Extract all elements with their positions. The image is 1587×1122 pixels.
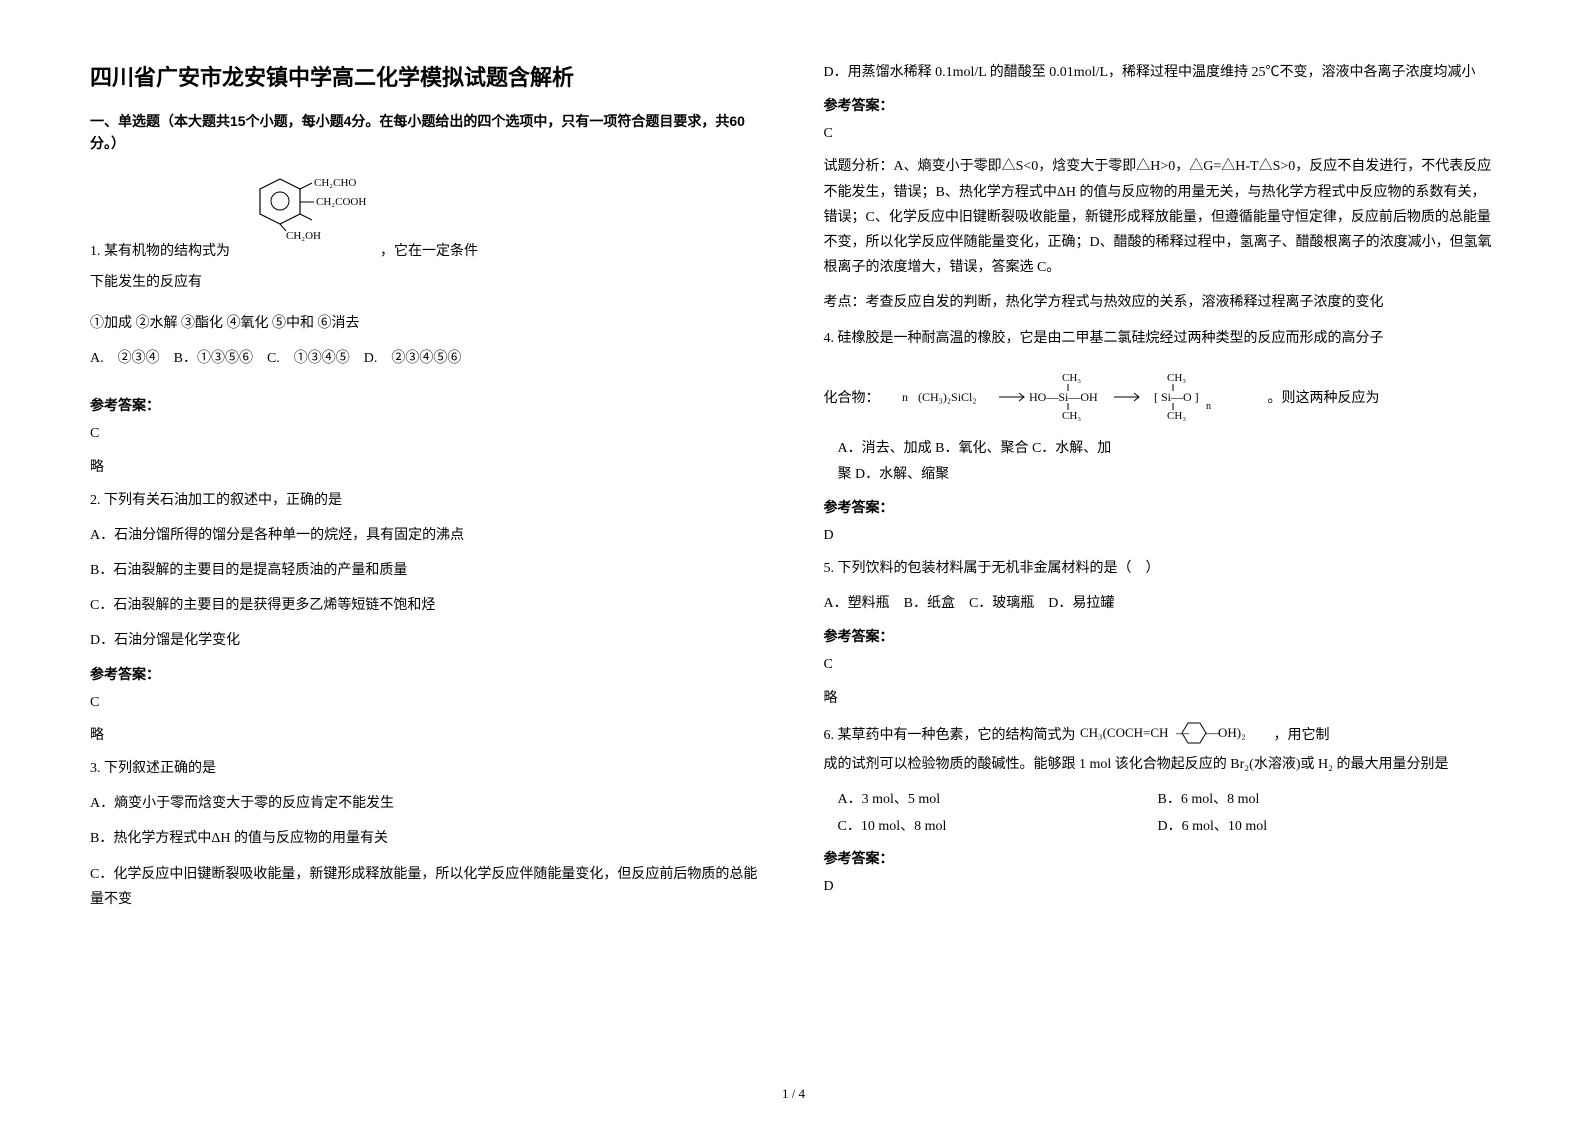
q6-stem-c: 成的试剂可以检验物质的酸碱性。能够跟 1 mol 该化合物起反应的 Br₂(水溶…	[824, 752, 1498, 777]
q1-structure: CH₂CHO CH₂COOH CH₂OH	[230, 169, 380, 264]
question-1: 1. 某有机物的结构式为 CH₂CHO CH₂COOH CH₂OH ，它在一	[90, 169, 764, 480]
q4-structure: n (CH₃)₂SiCl₂ HO—Si—OH CH₃ CH₃ [ Si—	[884, 361, 1264, 436]
answer-heading: 参考答案：	[90, 664, 764, 684]
q3-point: 考点：考查反应自发的判断，热化学方程式与热效应的关系，溶液稀释过程离子浓度的变化	[824, 290, 1498, 315]
q6-opt-a: A．3 mol、5 mol	[838, 787, 1158, 814]
q4-opt-d: D．水解、缩聚	[855, 467, 949, 482]
svg-text:HO—Si—OH: HO—Si—OH	[1029, 390, 1098, 404]
svg-text:CH₂COOH: CH₂COOH	[316, 196, 366, 208]
q5-explain: 略	[824, 686, 1498, 711]
q1-options: A. ②③④ B．①③⑤⑥ C. ①③④⑤ D. ②③④⑤⑥	[90, 346, 764, 371]
q1-answer: C	[90, 421, 764, 446]
q2-explain: 略	[90, 723, 764, 748]
question-2: 2. 下列有关石油加工的叙述中，正确的是 A．石油分馏所得的馏分是各种单一的烷烃…	[90, 488, 764, 748]
question-6: 6. 某草药中有一种色素，它的结构简式为 CH₃(COCH=CH — — OH)…	[824, 719, 1498, 900]
answer-heading: 参考答案：	[90, 395, 764, 415]
svg-text:CH₂OH: CH₂OH	[286, 230, 321, 242]
q3-stem: 3. 下列叙述正确的是	[90, 756, 764, 781]
answer-heading: 参考答案：	[824, 95, 1498, 115]
q2-opt-b: B．石油裂解的主要目的是提高轻质油的产量和质量	[90, 558, 764, 583]
page-number: 1 / 4	[782, 1086, 805, 1102]
svg-text:CH₃: CH₃	[1167, 372, 1186, 384]
q4-opt-c: C．水解、加	[1032, 441, 1111, 456]
q3-opt-a: A．熵变小于零而焓变大于零的反应肯定不能发生	[90, 791, 764, 816]
svg-text:CH₃: CH₃	[1062, 372, 1081, 384]
q6-opt-b: B．6 mol、8 mol	[1158, 787, 1260, 814]
q1-line2: ①加成 ②水解 ③酯化 ④氧化 ⑤中和 ⑥消去	[90, 311, 764, 336]
q4-opt-a: A．消去、加成	[838, 441, 932, 456]
q3-opt-d: D．用蒸馏水稀释 0.1mol/L 的醋酸至 0.01mol/L，稀释过程中温度…	[824, 60, 1498, 85]
q4-stem-c: 。则这两种反应为	[1268, 386, 1380, 411]
q6-stem-b: ，用它制	[1274, 723, 1330, 748]
q2-opt-c: C．石油裂解的主要目的是获得更多乙烯等短链不饱和烃	[90, 593, 764, 618]
q5-answer: C	[824, 652, 1498, 677]
q2-answer: C	[90, 690, 764, 715]
left-column: 四川省广安市龙安镇中学高二化学模拟试题含解析 一、单选题（本大题共15个小题，每…	[90, 60, 764, 1092]
question-5: 5. 下列饮料的包装材料属于无机非金属材料的是（ ） A．塑料瓶 B．纸盒 C．…	[824, 556, 1498, 711]
svg-text:CH₃(COCH=CH: CH₃(COCH=CH	[1080, 725, 1168, 740]
q4-stem-b: 化合物：	[824, 386, 880, 411]
svg-text:CH₃: CH₃	[1062, 410, 1081, 422]
q2-opt-a: A．石油分馏所得的馏分是各种单一的烷烃，具有固定的沸点	[90, 523, 764, 548]
answer-heading: 参考答案：	[824, 626, 1498, 646]
q1-stem-right: ，它在一定条件	[380, 239, 478, 264]
section-instructions: 一、单选题（本大题共15个小题，每小题4分。在每小题给出的四个选项中，只有一项符…	[90, 110, 764, 155]
svg-text:(CH₃)₂SiCl₂: (CH₃)₂SiCl₂	[918, 390, 977, 404]
q4-opt-c2: 聚	[838, 467, 852, 482]
svg-text:n: n	[1206, 401, 1211, 412]
question-4: 4. 硅橡胶是一种耐高温的橡胶，它是由二甲基二氯硅烷经过两种类型的反应而形成的高…	[824, 326, 1498, 549]
svg-text:CH₂CHO: CH₂CHO	[314, 177, 356, 189]
svg-text:—: —	[1175, 725, 1190, 740]
q4-stem-a: 4. 硅橡胶是一种耐高温的橡胶，它是由二甲基二氯硅烷经过两种类型的反应而形成的高…	[824, 326, 1498, 351]
benzene-structure-icon: CH₂CHO CH₂COOH CH₂OH	[230, 169, 380, 259]
q3-explain: 试题分析：A、熵变小于零即△S<0，焓变大于零即△H>0，△G=△H-T△S>0…	[824, 154, 1498, 280]
silicone-reaction-icon: n (CH₃)₂SiCl₂ HO—Si—OH CH₃ CH₃ [ Si—	[884, 361, 1264, 431]
q1-stem-cont: 下能发生的反应有	[90, 270, 764, 295]
answer-heading: 参考答案：	[824, 497, 1498, 517]
q5-options: A．塑料瓶 B．纸盒 C．玻璃瓶 D．易拉罐	[824, 591, 1498, 616]
q4-answer: D	[824, 523, 1498, 548]
q3-answer: C	[824, 121, 1498, 146]
q6-opt-d: D．6 mol、10 mol	[1158, 814, 1268, 841]
q5-stem: 5. 下列饮料的包装材料属于无机非金属材料的是（ ）	[824, 556, 1498, 581]
svg-text:n: n	[902, 390, 908, 404]
question-3-part2: D．用蒸馏水稀释 0.1mol/L 的醋酸至 0.01mol/L，稀释过程中温度…	[824, 60, 1498, 316]
q3-opt-c: C．化学反应中旧键断裂吸收能量，新键形成释放能量，所以化学反应伴随能量变化，但反…	[90, 862, 764, 912]
svg-text:[ Si—O ]: [ Si—O ]	[1154, 390, 1199, 404]
q6-structure: CH₃(COCH=CH — — OH)₂	[1080, 719, 1270, 752]
right-column: D．用蒸馏水稀释 0.1mol/L 的醋酸至 0.01mol/L，稀释过程中温度…	[824, 60, 1498, 1092]
question-3-part1: 3. 下列叙述正确的是 A．熵变小于零而焓变大于零的反应肯定不能发生 B．热化学…	[90, 756, 764, 912]
answer-heading: 参考答案：	[824, 848, 1498, 868]
q3-opt-b: B．热化学方程式中ΔH 的值与反应物的用量有关	[90, 826, 764, 851]
svg-text:CH₃: CH₃	[1167, 410, 1186, 422]
q4-opt-b: B．氧化、聚合	[935, 441, 1028, 456]
q6-opt-c: C．10 mol、8 mol	[838, 814, 1158, 841]
q6-answer: D	[824, 874, 1498, 899]
q2-opt-d: D．石油分馏是化学变化	[90, 628, 764, 653]
page-title: 四川省广安市龙安镇中学高二化学模拟试题含解析	[90, 60, 764, 92]
q6-stem-a: 6. 某草药中有一种色素，它的结构简式为	[824, 723, 1076, 748]
q1-explain: 略	[90, 455, 764, 480]
svg-text:OH)₂: OH)₂	[1218, 725, 1246, 740]
q2-stem: 2. 下列有关石油加工的叙述中，正确的是	[90, 488, 764, 513]
q1-stem-left: 1. 某有机物的结构式为	[90, 239, 230, 264]
pigment-structure-icon: CH₃(COCH=CH — — OH)₂	[1080, 719, 1270, 747]
